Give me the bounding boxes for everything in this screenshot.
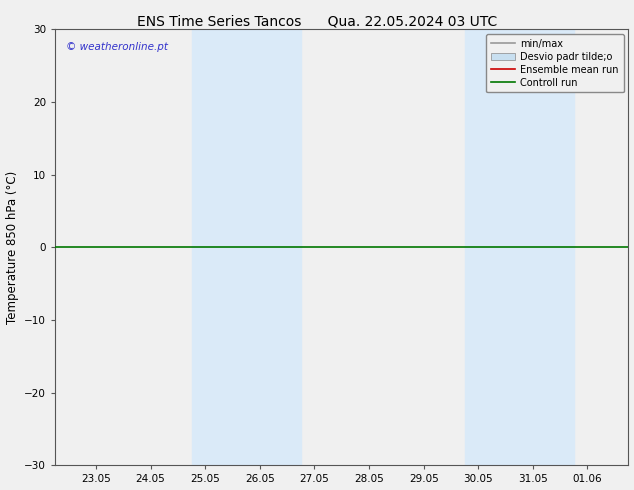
Text: © weatheronline.pt: © weatheronline.pt: [67, 42, 169, 52]
Bar: [465, 29, 574, 465]
Legend: min/max, Desvio padr tilde;o, Ensemble mean run, Controll run: min/max, Desvio padr tilde;o, Ensemble m…: [486, 34, 624, 93]
Y-axis label: Temperature 850 hPa (°C): Temperature 850 hPa (°C): [6, 171, 18, 324]
Text: ENS Time Series Tancos      Qua. 22.05.2024 03 UTC: ENS Time Series Tancos Qua. 22.05.2024 0…: [137, 15, 497, 29]
Bar: [191, 29, 301, 465]
